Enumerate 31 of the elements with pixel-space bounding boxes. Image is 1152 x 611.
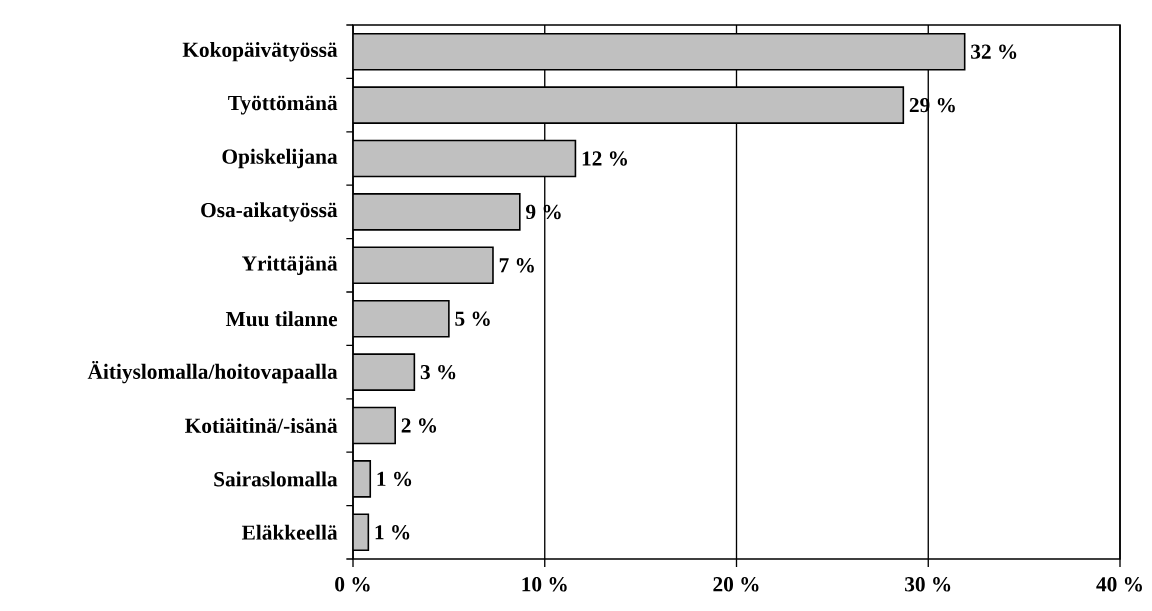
data-label: 2 % [401, 418, 437, 433]
x-tick-label: 0 % [335, 577, 370, 592]
y-tick-label: Yrittäjänä [242, 255, 338, 275]
x-tick-label: 20 % [713, 577, 759, 592]
data-label: 5 % [455, 311, 490, 326]
data-label: 7 % [499, 258, 534, 273]
y-tick-label: Eläkkeellä [241, 524, 338, 540]
data-label: 3 % [420, 364, 456, 380]
y-tick-label: Kotiäitinä/-isänä [185, 418, 338, 434]
data-label: 1 % [377, 471, 412, 487]
bar [353, 32, 966, 71]
bar [353, 193, 521, 231]
data-label: 32 % [971, 44, 1017, 59]
bar [353, 406, 396, 445]
data-label: 1 % [375, 525, 410, 540]
y-tick-label: Osa-aikatyössä [201, 202, 338, 222]
bar [353, 299, 450, 338]
y-tick-label: Muu tilanne [225, 311, 338, 327]
bar [353, 246, 494, 285]
x-tick-label: 40 % [1096, 577, 1142, 592]
y-tick-label: Kokopäivätyössä [182, 42, 338, 62]
bar [353, 139, 577, 178]
x-tick-label: 30 % [905, 577, 951, 592]
data-label: 12 % [582, 151, 627, 166]
bar [353, 353, 416, 391]
bar [353, 86, 905, 124]
y-tick-label: Työttömänä [228, 95, 338, 115]
x-tick-label: 10 % [522, 577, 567, 592]
y-tick-label: Äitiyslomalla/hoitovapaalla [87, 360, 338, 384]
y-tick-label: Opiskelijana [222, 148, 338, 169]
y-tick-label: Sairaslomalla [214, 471, 338, 487]
